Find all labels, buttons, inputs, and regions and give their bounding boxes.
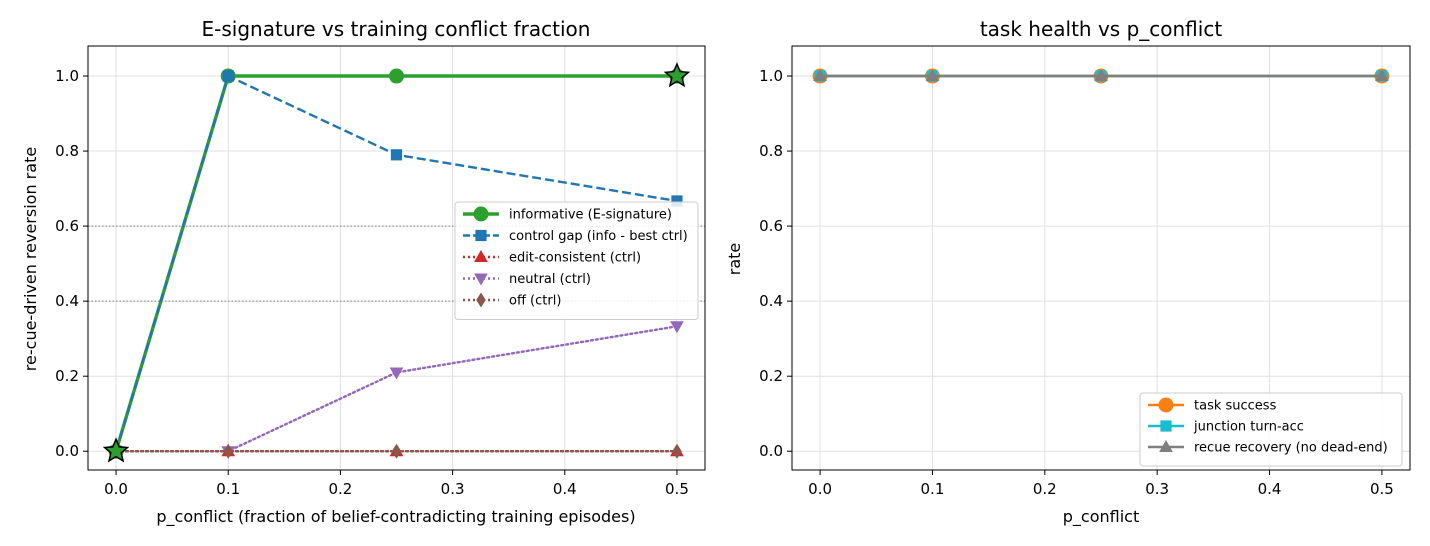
legend-label-junction-turn-acc: junction turn-acc — [1193, 420, 1304, 435]
left-plot-area — [87, 45, 706, 471]
data-point-recue-recovery-no-dead-end — [925, 69, 940, 82]
data-point-off-ctrl — [672, 443, 682, 459]
legend-marker-informative-e-signature — [473, 206, 489, 222]
series-off-ctrl — [111, 443, 682, 459]
right-chart-panel: task health vs p_conflict p_conflict rat… — [725, 17, 1411, 527]
data-point-informative-e-signature — [389, 68, 404, 84]
data-point-control-gap-info-best-ctrl — [390, 149, 403, 161]
left-x-tick-label: 0.3 — [441, 480, 465, 498]
legend-label-task-success: task success — [1194, 399, 1277, 414]
left-y-tick-label: 0.0 — [55, 442, 79, 460]
data-point-neutral-ctrl — [389, 367, 404, 380]
right-series-group — [812, 68, 1390, 84]
left-y-tick-label: 0.6 — [55, 217, 79, 235]
right-x-tick-label: 0.0 — [808, 480, 832, 498]
right-x-tick-label: 0.1 — [921, 480, 945, 498]
left-series-group — [102, 62, 691, 463]
series-recue-recovery-no-dead-end — [813, 69, 1389, 82]
left-chart-title: E-signature vs training conflict fractio… — [202, 17, 591, 41]
left-x-tick-label: 0.4 — [553, 480, 577, 498]
right-x-tick-label: 0.5 — [1370, 480, 1394, 498]
data-point-neutral-ctrl — [670, 321, 684, 334]
right-y-axis-label: rate — [725, 243, 744, 276]
series-line-neutral-ctrl — [114, 325, 679, 453]
right-legend-box — [1139, 392, 1403, 467]
legend-label-edit-consistent-ctrl: edit-consistent (ctrl) — [509, 251, 641, 266]
legend-label-control-gap-info-best-ctrl: control gap (info - best ctrl) — [509, 229, 688, 244]
legend-marker-task-success — [1158, 397, 1174, 413]
left-highlight-star — [663, 62, 691, 88]
left-x-tick-label: 0.5 — [665, 480, 689, 498]
right-chart-title: task health vs p_conflict — [980, 17, 1222, 41]
data-point-recue-recovery-no-dead-end — [1094, 69, 1108, 82]
legend-marker-off-ctrl — [476, 292, 486, 308]
right-x-axis-label: p_conflict — [1063, 507, 1139, 527]
series-line-control-gap-info-best-ctrl — [114, 74, 678, 452]
legend-marker-recue-recovery-no-dead-end — [1159, 439, 1173, 452]
left-y-tick-label: 0.2 — [55, 367, 79, 385]
left-y-tick-label: 0.4 — [55, 292, 79, 310]
right-y-tick-label: 0.2 — [759, 367, 783, 385]
data-point-off-ctrl — [223, 443, 234, 459]
right-ticks: 0.0 0.1 0.2 0.3 0.4 0.5 0.0 0.2 0.4 0.6 0.8 1.0 — [759, 67, 1394, 498]
legend-marker-neutral-ctrl — [474, 273, 488, 286]
data-point-recue-recovery-no-dead-end — [813, 69, 827, 82]
legend-label-off-ctrl: off (ctrl) — [509, 294, 561, 309]
right-x-tick-label: 0.4 — [1258, 480, 1282, 498]
left-chart-panel: E-signature vs training conflict fractio… — [21, 17, 706, 527]
data-point-off-ctrl — [391, 443, 402, 459]
left-x-tick-label: 0.1 — [216, 480, 240, 498]
right-plot-area — [791, 45, 1411, 471]
left-y-tick-label: 1.0 — [55, 67, 79, 85]
left-x-tick-label: 0.0 — [104, 480, 128, 498]
left-y-tick-label: 0.8 — [55, 142, 79, 160]
series-neutral-ctrl — [109, 321, 684, 459]
right-axes-frame — [791, 45, 1411, 471]
left-legend: informative (E-signature) control gap (in… — [454, 201, 699, 320]
right-y-tick-label: 0.4 — [759, 292, 783, 310]
legend-marker-edit-consistent-ctrl — [474, 249, 488, 262]
legend-label-neutral-ctrl: neutral (ctrl) — [509, 272, 591, 287]
left-x-axis-label: p_conflict (fraction of belief-contradic… — [156, 507, 635, 527]
right-y-tick-label: 0.8 — [759, 142, 783, 160]
right-y-tick-label: 0.0 — [759, 442, 783, 460]
left-axes-frame — [87, 45, 706, 471]
data-point-recue-recovery-no-dead-end — [1375, 69, 1389, 82]
left-y-axis-label: re-cue-driven reversion rate — [21, 147, 40, 371]
right-y-tick-label: 1.0 — [759, 67, 783, 85]
left-ticks: 0.0 0.1 0.2 0.3 0.4 0.5 0.0 0.2 0.4 0.6 0.8 1.0 — [55, 67, 689, 498]
right-y-tick-label: 0.6 — [759, 217, 783, 235]
legend-label-informative-e-signature: informative (E-signature) — [509, 208, 672, 223]
left-highlight-star — [102, 437, 130, 463]
right-x-tick-label: 0.2 — [1033, 480, 1057, 498]
left-legend-box — [454, 201, 699, 320]
right-legend: task success junction turn-acc recue recov… — [1139, 392, 1403, 467]
legend-label-recue-recovery-no-dead-end: recue recovery (no dead-end) — [1194, 441, 1388, 456]
legend-marker-junction-turn-acc — [1160, 420, 1172, 432]
left-x-tick-label: 0.2 — [328, 480, 352, 498]
data-point-control-gap-info-best-ctrl — [222, 70, 234, 82]
legend-marker-control-gap-info-best-ctrl — [475, 229, 487, 242]
right-x-tick-label: 0.3 — [1145, 480, 1169, 498]
